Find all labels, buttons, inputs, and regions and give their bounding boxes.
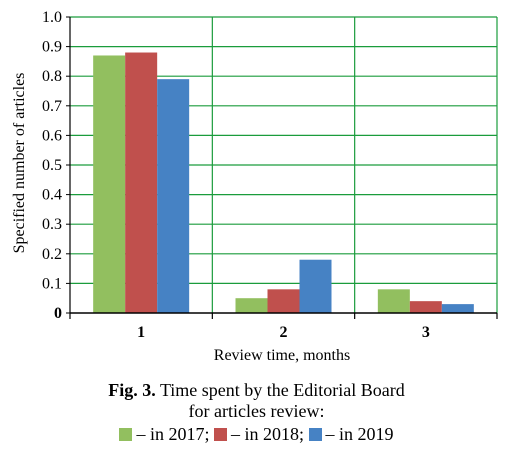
y-tick-label: 0.6 xyxy=(42,127,62,144)
bar-series-3-cat-1 xyxy=(157,79,190,313)
y-tick-label: 0.3 xyxy=(42,216,62,233)
caption-text: Time spent by the Editorial Board xyxy=(159,380,405,400)
figure-caption-line2: for articles review: xyxy=(0,401,513,422)
y-tick-label: 0 xyxy=(54,305,62,322)
bar-series-1-cat-1 xyxy=(93,55,126,313)
bar-series-2-cat-2 xyxy=(267,289,300,313)
y-tick-label: 0.8 xyxy=(42,68,62,85)
bar-series-1-cat-3 xyxy=(377,289,410,313)
legend-swatch xyxy=(308,428,322,441)
x-tick-labels: 1 2 3 xyxy=(137,324,430,341)
legend-item: – in 2018; xyxy=(213,424,304,444)
y-tick-label: 0.1 xyxy=(42,275,62,292)
bar-series-3-cat-2 xyxy=(299,259,332,313)
legend-label: – in 2017; xyxy=(136,424,210,444)
bar-series-2-cat-3 xyxy=(409,301,442,313)
y-tick-label: 0.4 xyxy=(42,187,62,204)
legend: – in 2017; – in 2018; – in 2019 xyxy=(0,424,513,445)
legend-swatch xyxy=(213,428,227,441)
y-tick-label: 0.2 xyxy=(42,246,62,263)
bar-series-2-cat-1 xyxy=(125,52,158,314)
x-axis-label: Review time, months xyxy=(214,347,350,364)
bar-series-3-cat-3 xyxy=(441,304,474,313)
legend-item: – in 2019 xyxy=(308,424,394,444)
y-axis-label: Specified number of articles xyxy=(11,73,28,254)
legend-label: – in 2019 xyxy=(325,424,394,444)
legend-item: – in 2017; xyxy=(119,424,209,444)
y-tick-label: 0.5 xyxy=(42,157,62,174)
legend-swatch xyxy=(119,428,133,441)
figure-caption: Fig. 3. Time spent by the Editorial Boar… xyxy=(0,380,513,401)
x-tick-label: 2 xyxy=(280,324,288,341)
y-tick-label: 0.7 xyxy=(42,98,62,115)
bar-series-1-cat-2 xyxy=(235,298,268,313)
legend-label: – in 2018; xyxy=(230,424,304,444)
figure-label: Fig. 3. xyxy=(108,380,156,400)
axes xyxy=(66,16,498,319)
bars xyxy=(93,52,474,314)
y-tick-label: 0.9 xyxy=(42,39,62,56)
x-tick-label: 3 xyxy=(422,324,430,341)
y-tick-labels: 0 0.1 0.2 0.3 0.4 0.5 0.6 0.7 0.8 0.9 1.0 xyxy=(42,9,62,322)
y-tick-label: 1.0 xyxy=(42,9,62,26)
bar-chart: 0 0.1 0.2 0.3 0.4 0.5 0.6 0.7 0.8 0.9 1.0 1 2 3 Spec… xyxy=(11,9,498,364)
x-tick-label: 1 xyxy=(137,324,145,341)
caption-text-2: for articles review: xyxy=(188,401,325,421)
